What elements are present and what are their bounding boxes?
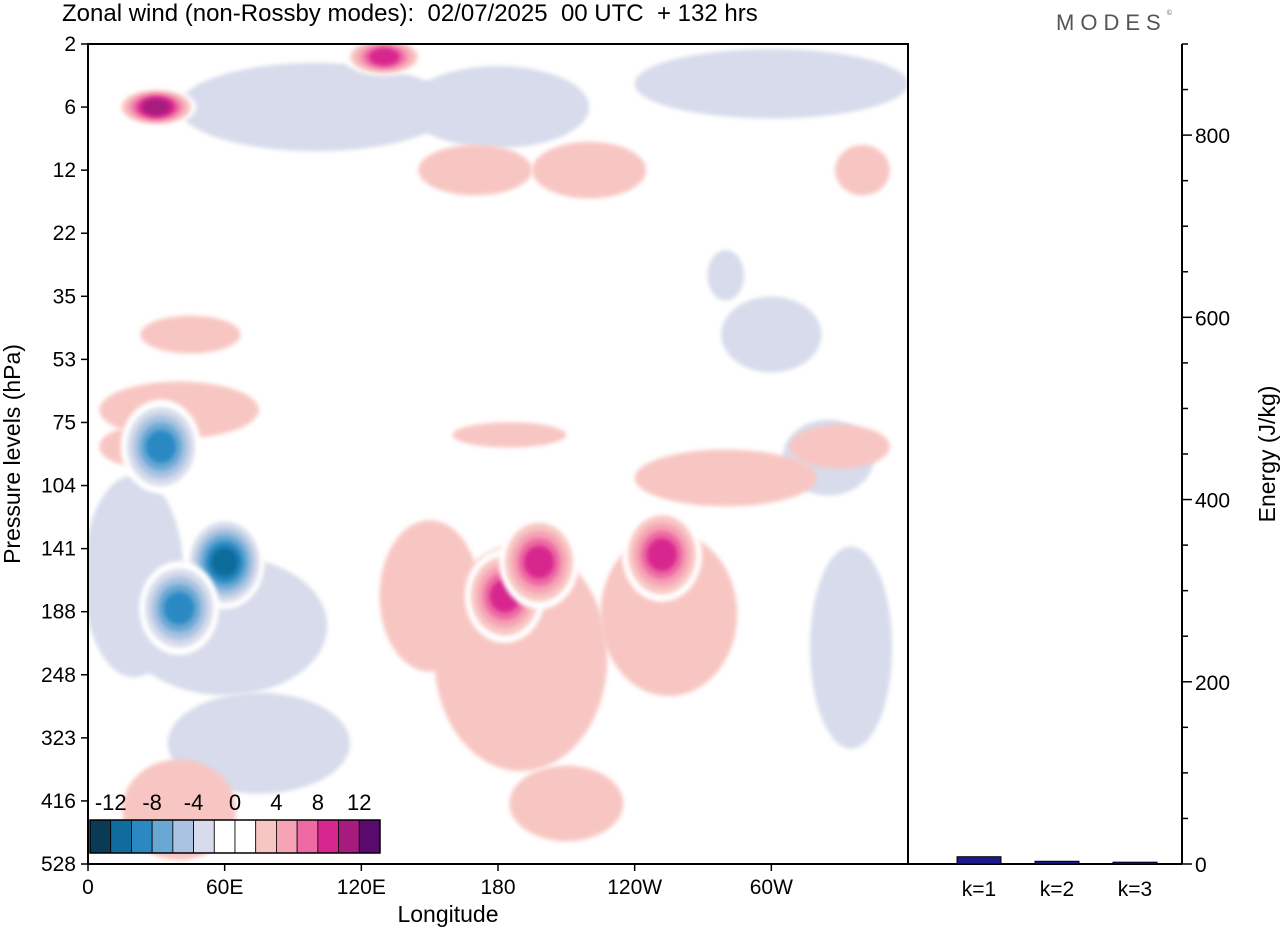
x-axis-title: Longitude — [397, 901, 498, 927]
colorbar-label: -12 — [95, 790, 127, 815]
field-region-6 — [810, 546, 893, 749]
colorbar: -12 -8 -4 0 4 8 12 — [89, 790, 381, 854]
x-tick-label: 0 — [82, 876, 94, 899]
x-tick-label: 120E — [337, 876, 386, 899]
y-tick-label: 35 — [53, 285, 76, 308]
y-tick-label: 323 — [41, 727, 76, 750]
colorbar-label: 8 — [312, 790, 324, 815]
bar-category-label: k=1 — [962, 878, 996, 901]
feature-5-level-5 — [145, 430, 177, 464]
feature-7 — [344, 44, 425, 76]
field-region-3 — [707, 250, 744, 301]
bar-category-label: k=2 — [1040, 878, 1074, 901]
energy-bar-k=3 — [1112, 861, 1158, 865]
colorbar-swatch — [276, 819, 298, 854]
feature-1-level-5 — [523, 545, 555, 579]
feature-7-level-5 — [368, 47, 400, 66]
y-tick-label: 12 — [53, 159, 76, 182]
energy-bar-k=1 — [956, 856, 1002, 865]
energy-tick-label: 0 — [1195, 854, 1207, 877]
colorbar-label: -4 — [184, 790, 204, 815]
x-tick-label: 180 — [480, 876, 515, 899]
energy-tick-label: 400 — [1195, 490, 1230, 513]
field-region-16 — [140, 315, 241, 354]
feature-2 — [622, 507, 702, 602]
field-region-2 — [167, 692, 350, 794]
field-region-11 — [379, 520, 480, 672]
feature-6-level-6 — [142, 98, 171, 116]
feature-4 — [139, 561, 220, 656]
y-tick-label: 6 — [64, 96, 76, 119]
field-region-9 — [634, 49, 908, 119]
field-region-21 — [418, 144, 533, 196]
field-region-18 — [509, 765, 624, 842]
x-tick-label: 60W — [750, 876, 793, 899]
feature-2-level-5 — [646, 538, 678, 572]
y-tick-label: 2 — [64, 33, 76, 56]
energy-axis-title: Energy (J/kg) — [1254, 386, 1280, 523]
colorbar-swatch — [317, 819, 339, 854]
colorbar-swatch — [255, 819, 277, 854]
feature-5 — [120, 399, 201, 494]
brand-logo: MODES© — [1056, 10, 1172, 36]
colorbar-label: 4 — [270, 790, 282, 815]
y-tick-label: 248 — [41, 664, 76, 687]
field-region-20 — [452, 422, 567, 448]
field-region-13 — [634, 449, 817, 507]
colorbar-swatch — [89, 819, 112, 854]
y-axis-title: Pressure levels (hPa) — [0, 344, 25, 564]
colorbar-swatch — [296, 819, 319, 854]
field-region-14 — [789, 424, 890, 469]
energy-tick-label: 600 — [1195, 307, 1230, 330]
brand-mark: © — [1166, 10, 1172, 17]
y-tick-label: 104 — [41, 475, 76, 498]
y-tick-label: 53 — [53, 348, 76, 371]
energy-bar-chart: 0 200 400 600 800 Energy (J/kg) k=1 k=2 k=3 — [908, 43, 1280, 901]
energy-tick-label: 800 — [1195, 125, 1230, 148]
x-tick-label: 60E — [206, 876, 243, 899]
chart-title: Zonal wind (non-Rossby modes): 02/07/202… — [62, 0, 758, 27]
y-tick-label: 188 — [41, 601, 76, 624]
colorbar-label: 12 — [347, 790, 371, 815]
colorbar-label: -8 — [142, 790, 162, 815]
colorbar-swatch — [172, 819, 194, 854]
x-tick-label: 120W — [607, 876, 662, 899]
field-region-22 — [532, 141, 647, 199]
colorbar-swatch — [234, 819, 257, 854]
y-tick-label: 22 — [53, 222, 76, 245]
y-tick-label: 416 — [41, 790, 76, 813]
colorbar-swatch — [151, 819, 174, 854]
field-region-7 — [179, 62, 453, 152]
colorbar-swatch — [131, 819, 153, 854]
field-region-4 — [721, 296, 822, 373]
colorbar-swatch — [213, 819, 236, 854]
heatmap-field — [88, 44, 908, 864]
colorbar-swatch — [110, 819, 132, 854]
colorbar-frame — [89, 819, 381, 854]
y-tick-label: 528 — [41, 853, 76, 876]
feature-4-level-5 — [163, 591, 195, 625]
feature-6 — [116, 88, 197, 127]
field-region-8 — [406, 66, 590, 149]
colorbar-swatch — [358, 819, 381, 854]
colorbar-label: 0 — [229, 790, 241, 815]
y-tick-label: 75 — [53, 411, 76, 434]
colorbar-swatch — [338, 819, 360, 854]
brand-text: MODES — [1056, 10, 1167, 35]
field-region-23 — [835, 144, 890, 196]
y-tick-label: 141 — [41, 538, 76, 561]
energy-tick-label: 200 — [1195, 672, 1230, 695]
energy-bar-k=2 — [1034, 860, 1080, 865]
bar-category-label: k=3 — [1118, 878, 1152, 901]
feature-3-level-6 — [210, 547, 239, 577]
feature-1 — [499, 515, 579, 610]
colorbar-swatch — [193, 819, 215, 854]
